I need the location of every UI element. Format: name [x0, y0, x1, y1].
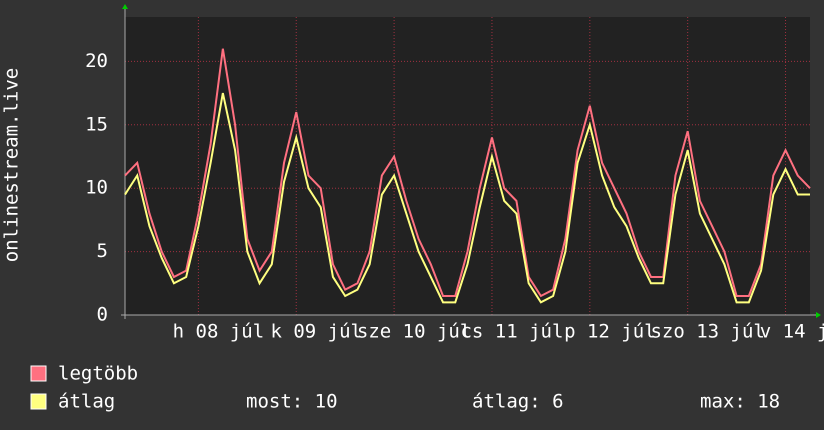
x-tick-label: p 12 júl	[564, 321, 656, 343]
arrow	[122, 4, 128, 9]
x-tick-label: h 08 júl	[173, 321, 265, 343]
stat: most: 10	[246, 391, 338, 413]
arrow	[816, 312, 821, 318]
line	[124, 48, 811, 298]
x-tick-label: k 09 júl	[270, 321, 362, 343]
x-tick-label: sze 10 júl	[357, 321, 471, 343]
x-tick-label: szo 13 júl	[650, 321, 764, 343]
legend-swatch	[30, 365, 47, 382]
stat: max: 18	[700, 391, 780, 413]
stat: átlag: 6	[472, 391, 564, 413]
y-tick-label: 5	[97, 240, 108, 262]
legend-label: átlag	[58, 391, 115, 413]
y-tick-label: 15	[85, 113, 108, 135]
y-axis-label: onlinestream.live	[1, 68, 23, 262]
x-tick-label: cs 11 júl	[460, 321, 563, 343]
line	[124, 92, 810, 304]
legend-label: legtöbb	[58, 363, 138, 385]
y-tick-label: 20	[85, 50, 108, 72]
x-tick-label: v 14 júl	[760, 321, 824, 343]
y-tick-label: 0	[97, 304, 108, 326]
legend-swatch	[30, 393, 47, 410]
y-tick-label: 10	[85, 177, 108, 199]
